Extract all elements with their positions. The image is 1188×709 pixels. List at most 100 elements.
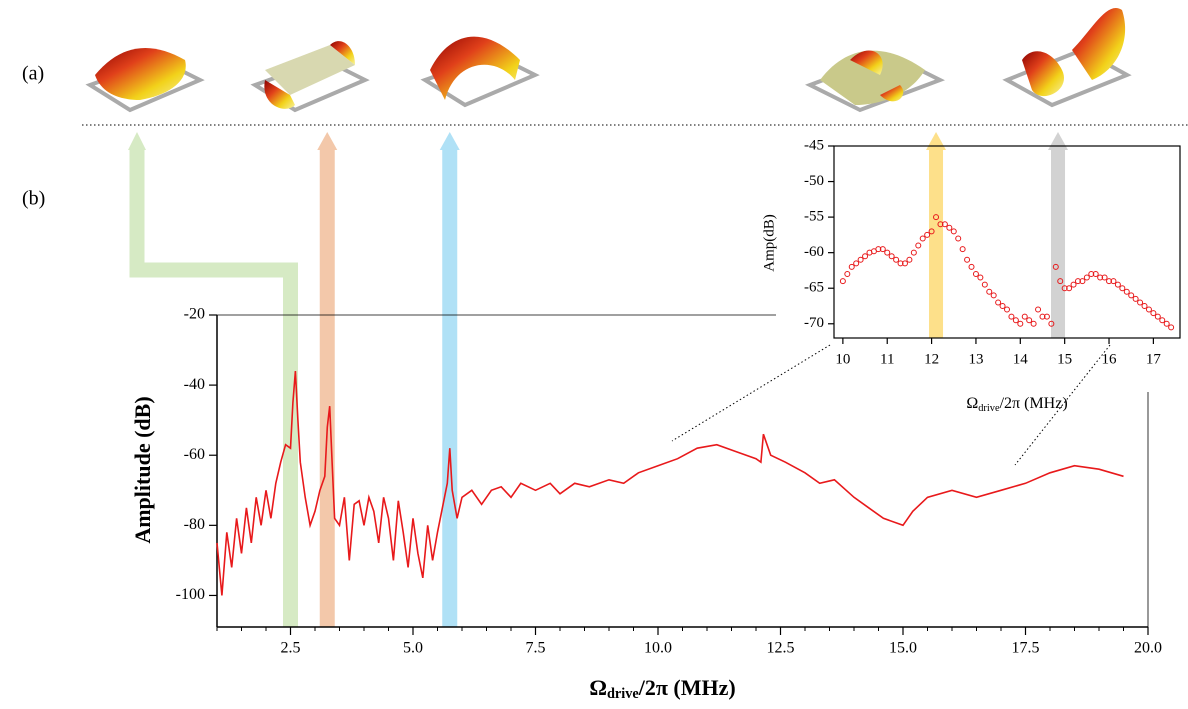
panel-label-a: (a)	[22, 63, 44, 85]
data-point	[1163, 320, 1170, 327]
data-point	[1159, 317, 1166, 324]
data-point	[1128, 292, 1135, 299]
x-axis-label: Ωdrive/2π (MHz)	[589, 675, 735, 702]
x-tick-label: 12	[924, 351, 939, 367]
data-point	[1035, 306, 1042, 313]
data-point	[1097, 274, 1104, 281]
label-part: /2π (MHz)	[638, 675, 736, 700]
inset-background	[834, 146, 1180, 338]
data-point	[981, 281, 988, 288]
data-point	[924, 231, 931, 238]
y-tick-label: -80	[184, 516, 205, 533]
data-point	[990, 292, 997, 299]
y-tick-label: -55	[804, 209, 824, 225]
data-point	[1017, 320, 1024, 327]
data-point	[1092, 271, 1099, 277]
data-point	[839, 278, 846, 285]
data-point	[906, 256, 913, 263]
highlight-bar	[129, 150, 298, 627]
data-point	[1061, 285, 1068, 292]
data-point	[1066, 285, 1073, 292]
y-tick-label: -40	[184, 376, 205, 393]
data-point	[972, 271, 979, 277]
data-point	[941, 221, 948, 228]
data-point	[955, 235, 962, 242]
inset-y-label: Amp(dB)	[761, 214, 777, 272]
data-point	[1057, 278, 1064, 285]
data-point	[853, 260, 860, 267]
panel-label-b: (b)	[22, 188, 45, 210]
data-point	[1048, 320, 1055, 327]
highlight-bar	[319, 148, 335, 627]
mode-shape	[85, 48, 205, 113]
label-part: /2π (MHz)	[1000, 395, 1068, 412]
data-point	[1083, 274, 1090, 281]
x-tick-label: 11	[880, 351, 894, 367]
data-point	[1123, 288, 1130, 295]
data-point	[946, 224, 953, 231]
x-tick-label: 10	[835, 351, 850, 367]
highlight-bar	[442, 148, 458, 627]
data-point	[1074, 278, 1081, 285]
mode-shape	[1002, 8, 1132, 108]
data-line	[216, 371, 1124, 596]
y-tick-label: -45	[804, 137, 824, 153]
y-tick-label: -20	[184, 306, 205, 323]
data-point	[1114, 281, 1121, 288]
y-tick-label: -65	[804, 280, 824, 296]
data-point	[928, 228, 935, 235]
data-point	[1021, 313, 1028, 320]
data-point	[888, 253, 895, 260]
data-point	[986, 288, 993, 295]
data-point	[968, 263, 975, 270]
data-point	[1039, 313, 1046, 320]
data-point	[844, 271, 851, 277]
data-point	[1030, 320, 1037, 327]
x-tick-label: 7.5	[526, 640, 546, 657]
data-point	[1052, 263, 1059, 270]
data-point	[848, 263, 855, 270]
label-sub: drive	[978, 403, 1000, 414]
data-point	[1004, 306, 1010, 313]
data-point	[977, 274, 984, 281]
x-tick-label: 17.5	[1012, 640, 1040, 657]
x-tick-label: 10.0	[644, 640, 672, 657]
data-point	[1132, 295, 1139, 302]
x-tick-label: 2.5	[281, 640, 301, 657]
highlight-arrow	[926, 132, 947, 150]
mode-shape	[420, 36, 540, 108]
data-point	[999, 303, 1006, 309]
mode-shapes	[85, 8, 1132, 113]
data-point	[915, 242, 922, 249]
highlight-arrow	[1048, 132, 1069, 150]
mode-shape	[805, 50, 945, 113]
zoom-line	[671, 344, 831, 442]
data-point	[875, 246, 882, 253]
x-tick-label: 13	[968, 351, 983, 367]
data-point	[1154, 313, 1161, 320]
x-tick-label: 15.0	[889, 640, 917, 657]
x-tick-label: 20.0	[1134, 640, 1162, 657]
data-point	[1101, 274, 1108, 281]
y-tick-label: -60	[184, 446, 205, 463]
data-point	[1110, 278, 1117, 285]
data-point	[897, 260, 904, 267]
data-point	[1106, 278, 1113, 285]
data-point	[1008, 313, 1015, 320]
label-sub: drive	[607, 686, 639, 702]
data-point	[1088, 271, 1095, 277]
y-tick-label: -70	[804, 315, 824, 331]
data-point	[1043, 313, 1050, 320]
label-part: Ω	[589, 675, 607, 700]
data-point	[1141, 303, 1148, 309]
x-tick-label: 12.5	[767, 640, 795, 657]
highlight-arrow	[317, 132, 338, 150]
x-tick-label: 17	[1146, 351, 1162, 367]
highlight-arrow	[439, 132, 460, 150]
data-point	[862, 253, 869, 260]
data-point	[1150, 310, 1157, 317]
data-point	[1070, 281, 1077, 288]
x-tick-label: 14	[1013, 351, 1029, 367]
